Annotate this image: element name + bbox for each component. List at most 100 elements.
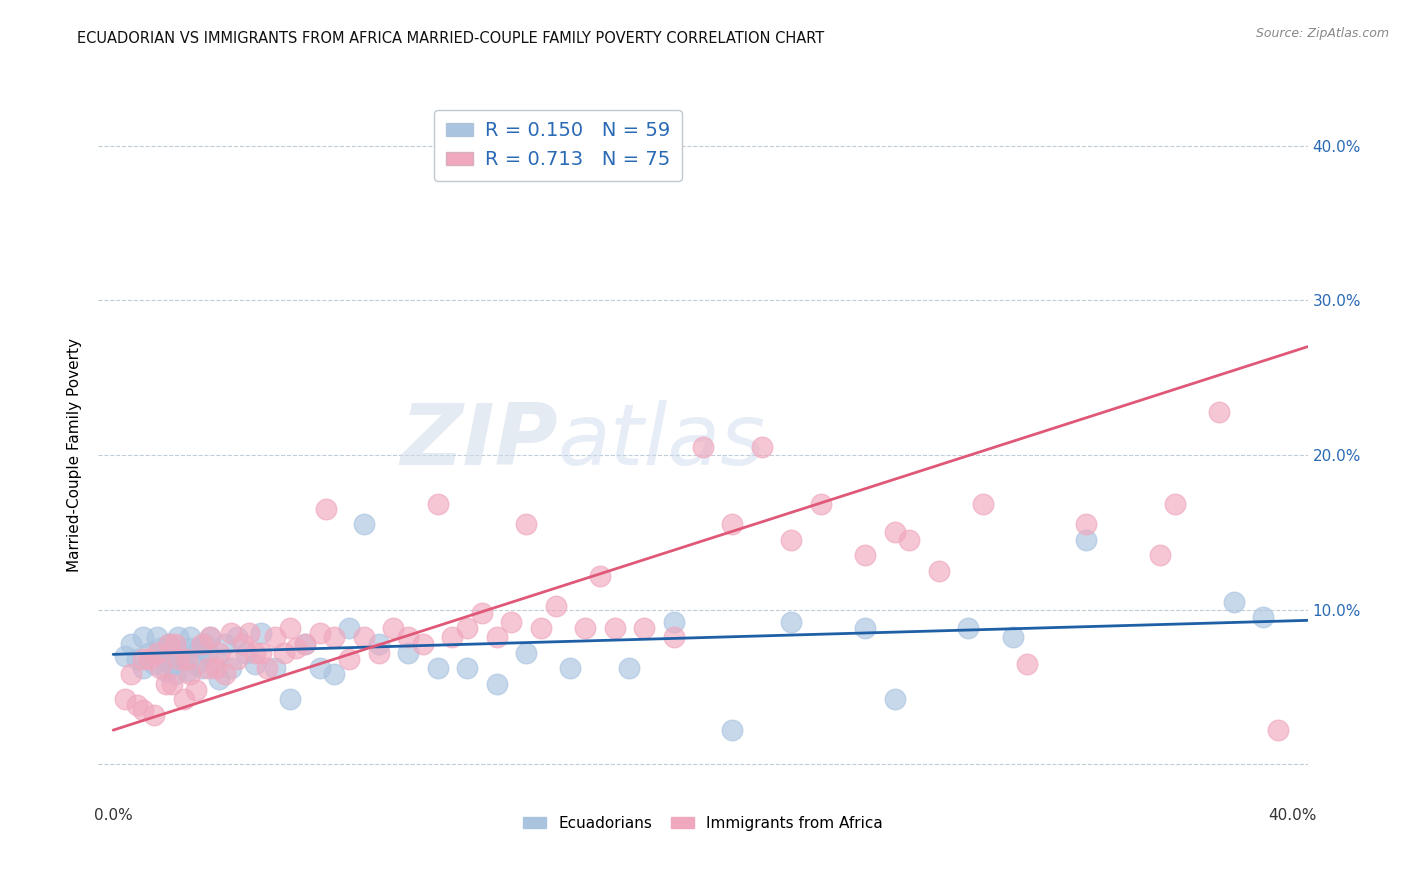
Point xyxy=(294,636,316,650)
Point xyxy=(235,646,257,660)
Point xyxy=(200,631,222,645)
Point xyxy=(589,568,612,582)
Point xyxy=(515,517,537,532)
Point xyxy=(780,615,803,629)
Point xyxy=(751,440,773,454)
Point xyxy=(243,657,266,671)
Point xyxy=(190,636,212,650)
Point xyxy=(208,646,231,660)
Text: ZIP: ZIP xyxy=(401,400,558,483)
Point xyxy=(256,661,278,675)
Point xyxy=(131,703,153,717)
Point xyxy=(294,636,316,650)
Point xyxy=(721,517,744,532)
Point xyxy=(208,672,231,686)
Point xyxy=(214,636,236,650)
Point xyxy=(721,723,744,738)
Point xyxy=(264,631,287,645)
Point xyxy=(1076,517,1098,532)
Point xyxy=(264,661,287,675)
Point xyxy=(120,667,142,681)
Point xyxy=(184,657,207,671)
Point xyxy=(157,636,180,650)
Point xyxy=(160,677,183,691)
Point xyxy=(353,517,375,532)
Point xyxy=(308,661,330,675)
Point xyxy=(190,661,212,675)
Point xyxy=(692,440,714,454)
Point xyxy=(353,631,375,645)
Point xyxy=(179,667,201,681)
Point xyxy=(323,667,346,681)
Point xyxy=(853,549,876,563)
Point xyxy=(143,657,166,671)
Point xyxy=(515,646,537,660)
Point xyxy=(1017,657,1039,671)
Point xyxy=(560,661,582,675)
Point xyxy=(633,621,655,635)
Point xyxy=(120,636,142,650)
Point xyxy=(157,636,180,650)
Point xyxy=(194,636,217,650)
Point xyxy=(173,652,195,666)
Point xyxy=(1164,497,1187,511)
Point xyxy=(138,652,160,666)
Point xyxy=(238,625,260,640)
Point xyxy=(176,652,198,666)
Point xyxy=(1267,723,1289,738)
Text: atlas: atlas xyxy=(558,400,766,483)
Point xyxy=(155,677,177,691)
Point xyxy=(337,652,360,666)
Point xyxy=(619,661,641,675)
Point xyxy=(232,636,254,650)
Point xyxy=(337,621,360,635)
Point xyxy=(285,641,308,656)
Point xyxy=(426,661,449,675)
Point xyxy=(810,497,832,511)
Point xyxy=(367,636,389,650)
Point xyxy=(131,661,153,675)
Point xyxy=(957,621,980,635)
Point xyxy=(219,661,242,675)
Point xyxy=(249,625,271,640)
Text: Source: ZipAtlas.com: Source: ZipAtlas.com xyxy=(1256,27,1389,40)
Point xyxy=(278,692,301,706)
Point xyxy=(883,692,905,706)
Point xyxy=(165,667,187,681)
Point xyxy=(114,648,136,663)
Point xyxy=(160,657,183,671)
Point xyxy=(125,652,148,666)
Point xyxy=(143,707,166,722)
Point xyxy=(396,646,419,660)
Point xyxy=(149,661,172,675)
Point xyxy=(167,631,190,645)
Point xyxy=(149,641,172,656)
Point xyxy=(152,652,174,666)
Point xyxy=(662,631,685,645)
Point xyxy=(426,497,449,511)
Point xyxy=(197,661,219,675)
Point xyxy=(780,533,803,547)
Point xyxy=(249,646,271,660)
Point xyxy=(214,667,236,681)
Y-axis label: Married-Couple Family Poverty: Married-Couple Family Poverty xyxy=(67,338,83,572)
Point xyxy=(853,621,876,635)
Point xyxy=(179,631,201,645)
Point xyxy=(243,646,266,660)
Point xyxy=(1208,404,1230,418)
Point xyxy=(278,621,301,635)
Point xyxy=(308,625,330,640)
Point xyxy=(226,631,249,645)
Point xyxy=(972,497,994,511)
Point xyxy=(485,631,508,645)
Point xyxy=(323,631,346,645)
Point xyxy=(131,631,153,645)
Point xyxy=(1149,549,1171,563)
Point xyxy=(146,631,169,645)
Point xyxy=(544,599,567,614)
Point xyxy=(471,606,494,620)
Point xyxy=(167,646,190,660)
Text: ECUADORIAN VS IMMIGRANTS FROM AFRICA MARRIED-COUPLE FAMILY POVERTY CORRELATION C: ECUADORIAN VS IMMIGRANTS FROM AFRICA MAR… xyxy=(77,31,824,46)
Point xyxy=(205,661,228,675)
Point xyxy=(412,636,434,650)
